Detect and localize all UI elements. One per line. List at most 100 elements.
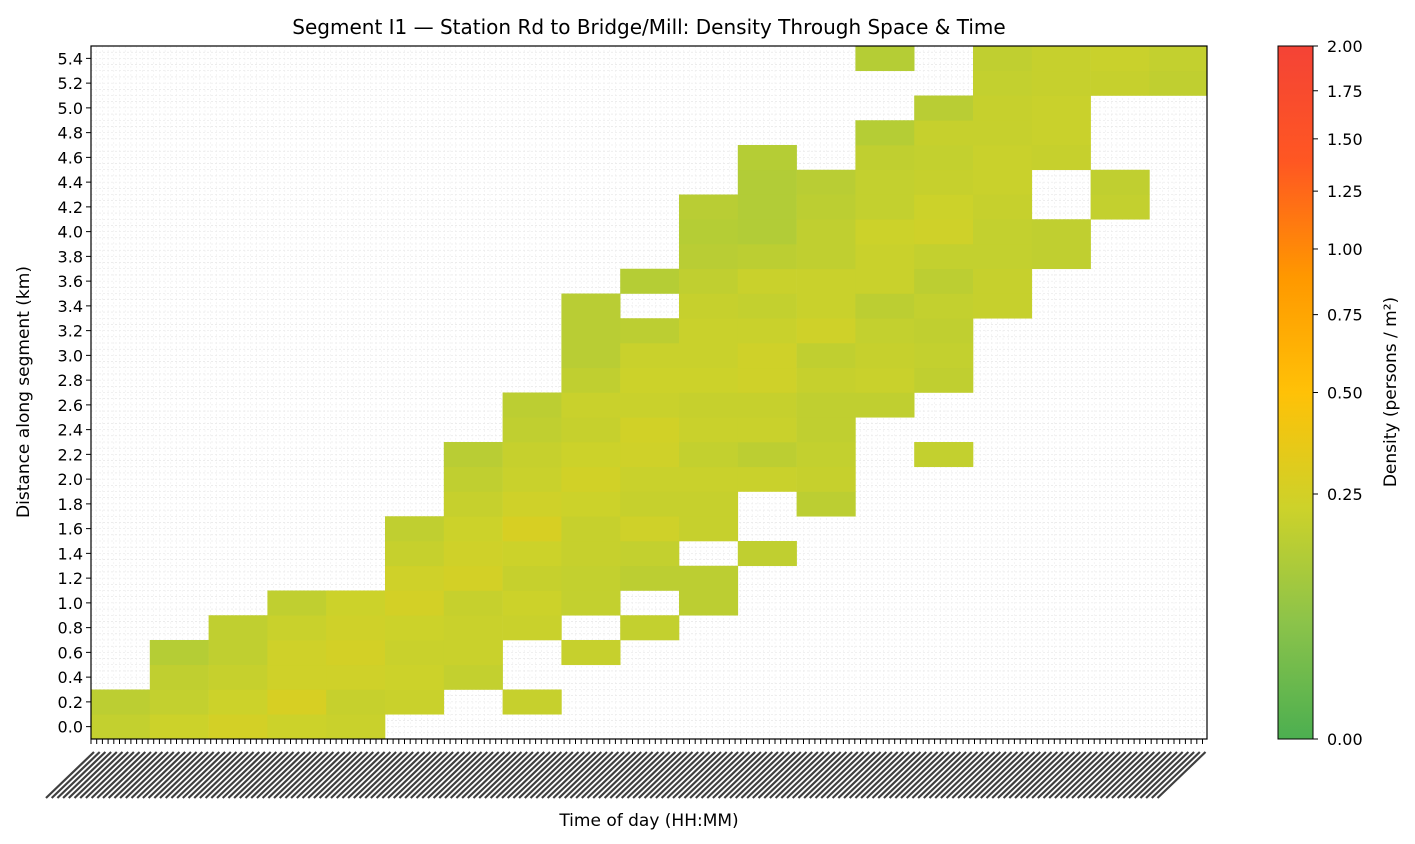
heatmap-cell	[914, 268, 974, 294]
heatmap-cell	[443, 442, 503, 468]
heatmap-cell	[737, 442, 797, 468]
heatmap-cell	[561, 392, 621, 418]
heatmap-cell	[737, 145, 797, 171]
heatmap-cell	[737, 194, 797, 220]
heatmap-cell	[267, 640, 327, 666]
heatmap-cell	[855, 318, 915, 344]
heatmap-cell	[208, 689, 268, 715]
heatmap-cell	[679, 244, 739, 270]
heatmap-cell	[561, 318, 621, 344]
heatmap-cell	[679, 194, 739, 220]
y-tick-label: 5.0	[58, 99, 83, 118]
heatmap-cell	[737, 244, 797, 270]
heatmap-cell	[502, 615, 562, 641]
heatmap-cell	[914, 442, 974, 468]
heatmap-cell	[620, 516, 680, 542]
heatmap-cell	[973, 268, 1033, 294]
heatmap-cell	[620, 565, 680, 591]
heatmap-cell	[208, 664, 268, 690]
heatmap-cell	[561, 442, 621, 468]
x-ticks	[90, 739, 1203, 744]
heatmap-cell	[620, 541, 680, 567]
heatmap-cell	[385, 516, 445, 542]
heatmap-cell	[1149, 70, 1208, 96]
heatmap-cell	[502, 590, 562, 616]
heatmap-cell	[855, 46, 915, 72]
heatmap-cell	[796, 194, 856, 220]
heatmap-cell	[737, 367, 797, 393]
heatmap-cell	[737, 343, 797, 369]
heatmap-cell	[737, 219, 797, 245]
heatmap-cell	[149, 640, 209, 666]
heatmap-cell	[561, 343, 621, 369]
heatmap-cell	[914, 194, 974, 220]
x-tick-label-clutter	[45, 751, 1207, 799]
heatmap-cell	[326, 640, 386, 666]
y-tick-label: 4.6	[58, 148, 83, 167]
heatmap-cell	[443, 466, 503, 492]
heatmap-cell	[561, 417, 621, 443]
y-tick-label: 0.4	[58, 668, 83, 687]
heatmap-cell	[443, 541, 503, 567]
heatmap-cell	[443, 640, 503, 666]
heatmap-cell	[679, 590, 739, 616]
heatmap-cell	[855, 120, 915, 146]
heatmap-cell	[443, 615, 503, 641]
heatmap-cell	[385, 615, 445, 641]
heatmap-cell	[561, 293, 621, 319]
heatmap-cell	[385, 689, 445, 715]
heatmap-cell	[855, 244, 915, 270]
y-tick-label: 1.0	[58, 594, 83, 613]
y-tick-label: 2.8	[58, 371, 83, 390]
heatmap-cell	[679, 343, 739, 369]
heatmap-cell	[502, 516, 562, 542]
heatmap-cell	[502, 466, 562, 492]
heatmap-cell	[1149, 46, 1208, 72]
heatmap-cell	[737, 293, 797, 319]
heatmap-cell	[561, 541, 621, 567]
heatmap-cell	[973, 46, 1033, 72]
colorbar-tick-label: 1.00	[1327, 240, 1363, 259]
heatmap-cell	[561, 565, 621, 591]
heatmap-cell	[855, 367, 915, 393]
heatmap-cell	[620, 318, 680, 344]
heatmap-cell	[502, 442, 562, 468]
colorbar-tick-label: 2.00	[1327, 37, 1363, 56]
heatmap-cell	[973, 194, 1033, 220]
heatmap-cell	[796, 466, 856, 492]
heatmap-cell	[443, 664, 503, 690]
heatmap-cell	[620, 367, 680, 393]
heatmap-cell	[326, 714, 386, 740]
heatmap-cell	[620, 343, 680, 369]
heatmap-cell	[737, 318, 797, 344]
heatmap-cell	[737, 169, 797, 195]
heatmap-cell	[796, 219, 856, 245]
heatmap-cell	[326, 689, 386, 715]
heatmap-cell	[679, 367, 739, 393]
heatmap-cell	[620, 442, 680, 468]
colorbar-tick-label: 1.75	[1327, 82, 1363, 101]
heatmap-cell	[326, 590, 386, 616]
heatmap-cell	[679, 491, 739, 517]
heatmap-cell	[149, 689, 209, 715]
heatmap-cell	[561, 516, 621, 542]
colorbar-tick-label: 0.50	[1327, 384, 1363, 403]
heatmap-cell	[973, 244, 1033, 270]
heatmap-cell	[796, 417, 856, 443]
heatmap-cell	[973, 293, 1033, 319]
heatmap-cell	[502, 392, 562, 418]
y-tick-label: 2.4	[58, 421, 83, 440]
heatmap-cell	[620, 417, 680, 443]
y-tick-label: 3.4	[58, 297, 83, 316]
heatmap-cell	[914, 145, 974, 171]
heatmap-cell	[443, 516, 503, 542]
heatmap-cell	[1090, 70, 1150, 96]
heatmap-cell	[855, 268, 915, 294]
y-tick-label: 2.2	[58, 445, 83, 464]
plot-area: 0.0 0.2 0.4 0.6 0.8 1.0 1.2 1.4 1.6 1.8 2.0 2.2 2.4 2…	[45, 45, 1208, 799]
heatmap-cell	[326, 615, 386, 641]
heatmap-cell	[796, 491, 856, 517]
y-tick-label: 0.2	[58, 693, 83, 712]
y-tick-label: 0.6	[58, 643, 83, 662]
